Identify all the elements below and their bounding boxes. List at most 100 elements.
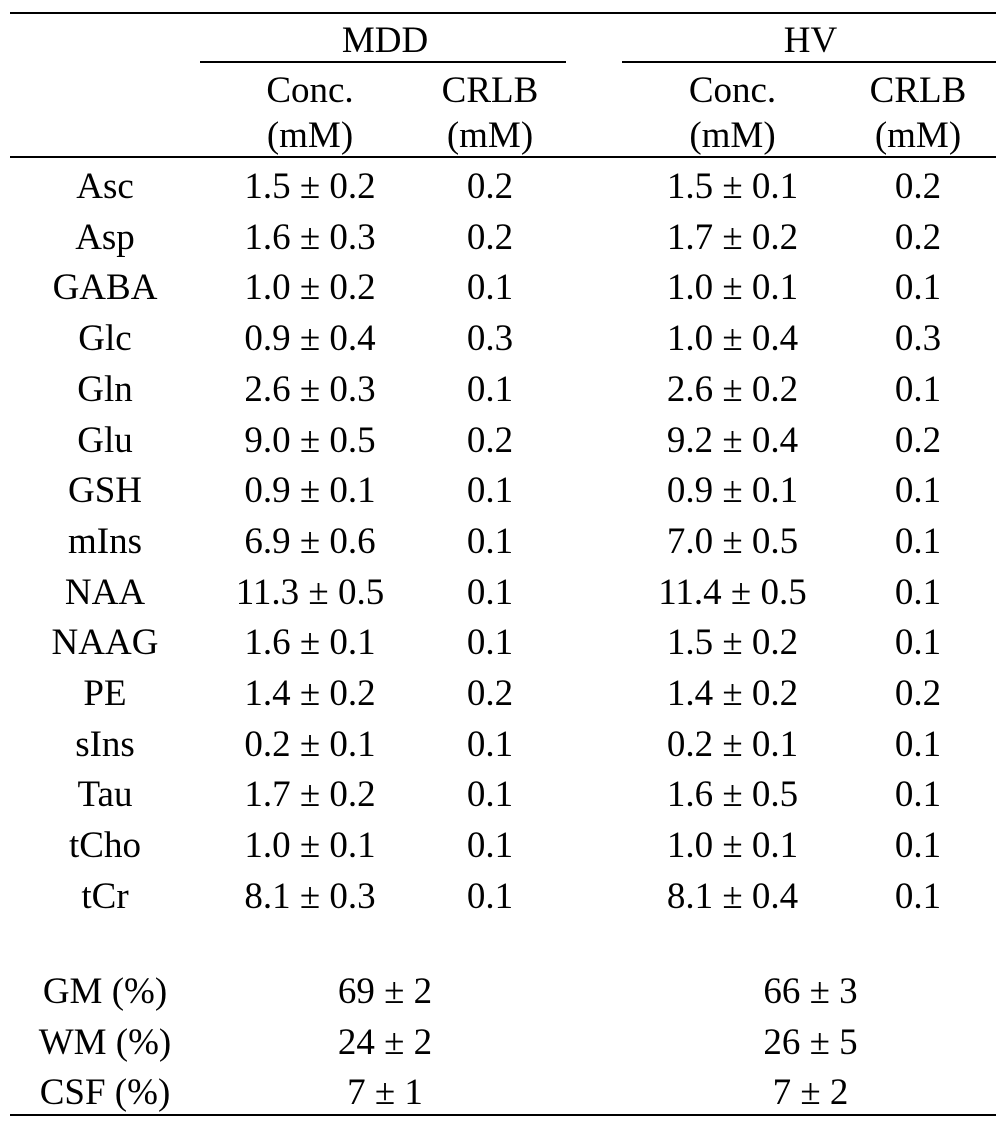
group-header-hv: HV — [783, 20, 838, 61]
mdd-concentration: 1.7 ± 0.2 — [244, 774, 376, 815]
mdd-concentration: 9.0 ± 0.5 — [244, 420, 376, 461]
hv-concentration: 0.9 ± 0.1 — [666, 470, 799, 511]
header-bottom-rule — [10, 156, 996, 158]
mdd-crlb: 0.1 — [466, 470, 514, 511]
mdd-crlb: 0.1 — [466, 876, 514, 917]
hv-crlb: 0.2 — [894, 673, 942, 714]
mdd-tissue-value: 7 ± 1 — [347, 1072, 423, 1113]
tissue-name: WM (%) — [38, 1022, 172, 1063]
metabolite-name: mIns — [68, 521, 142, 562]
mdd-concentration: 6.9 ± 0.6 — [244, 521, 376, 562]
col-unit-mdd-conc: (mM) — [266, 115, 354, 156]
hv-crlb: 0.1 — [894, 774, 942, 815]
hv-crlb: 0.1 — [894, 267, 942, 308]
metabolite-name: Asp — [75, 217, 135, 258]
col-header-mdd-conc: Conc. — [266, 70, 354, 111]
hv-crlb: 0.2 — [894, 217, 942, 258]
hv-concentration: 1.6 ± 0.5 — [666, 774, 799, 815]
tissue-name: GM (%) — [42, 971, 168, 1012]
hv-concentration: 0.2 ± 0.1 — [666, 724, 799, 765]
mdd-crlb: 0.2 — [466, 673, 514, 714]
mdd-crlb: 0.1 — [466, 369, 514, 410]
metabolite-name: GSH — [67, 470, 143, 511]
hv-crlb: 0.1 — [894, 470, 942, 511]
hv-concentration: 1.5 ± 0.2 — [666, 622, 799, 663]
metabolite-name: tCr — [81, 876, 129, 917]
mdd-concentration: 1.6 ± 0.1 — [244, 622, 376, 663]
mdd-concentration: 1.6 ± 0.3 — [244, 217, 376, 258]
metabolite-name: Gln — [77, 369, 133, 410]
mdd-concentration: 0.2 ± 0.1 — [244, 724, 376, 765]
mdd-concentration: 1.5 ± 0.2 — [244, 166, 376, 207]
hv-crlb: 0.3 — [894, 318, 942, 359]
col-unit-mdd-crlb: (mM) — [446, 115, 534, 156]
mdd-crlb: 0.2 — [466, 217, 514, 258]
hv-crlb: 0.2 — [894, 166, 942, 207]
mdd-tissue-value: 69 ± 2 — [337, 971, 433, 1012]
metabolite-name: Glu — [77, 420, 133, 461]
metabolite-name: Tau — [77, 774, 133, 815]
metabolite-name: Glc — [78, 318, 132, 359]
mdd-crlb: 0.2 — [466, 166, 514, 207]
metabolite-name: NAA — [64, 572, 146, 613]
hv-concentration: 1.7 ± 0.2 — [666, 217, 799, 258]
mdd-crlb: 0.1 — [466, 572, 514, 613]
mdd-concentration: 1.0 ± 0.2 — [244, 267, 376, 308]
table-top-rule — [10, 12, 996, 14]
col-unit-hv-conc: (mM) — [689, 115, 776, 156]
mdd-concentration: 11.3 ± 0.5 — [235, 572, 385, 613]
mdd-crlb: 0.1 — [466, 521, 514, 562]
mdd-concentration: 1.0 ± 0.1 — [244, 825, 376, 866]
hv-concentration: 8.1 ± 0.4 — [666, 876, 799, 917]
metabolite-name: PE — [83, 673, 127, 714]
mdd-crlb: 0.1 — [466, 267, 514, 308]
metabolite-name: GABA — [52, 267, 158, 308]
hv-crlb: 0.2 — [894, 420, 942, 461]
col-header-mdd-crlb: CRLB — [441, 70, 539, 111]
col-unit-hv-crlb: (mM) — [874, 115, 962, 156]
hv-concentration: 9.2 ± 0.4 — [666, 420, 799, 461]
hv-concentration: 1.0 ± 0.1 — [666, 825, 799, 866]
hv-crlb: 0.1 — [894, 825, 942, 866]
hv-crlb: 0.1 — [894, 369, 942, 410]
table-bottom-rule — [10, 1114, 996, 1116]
tissue-name: CSF (%) — [39, 1072, 171, 1113]
group-header-mdd: MDD — [341, 20, 429, 61]
hv-crlb: 0.1 — [894, 572, 942, 613]
mdd-concentration: 8.1 ± 0.3 — [244, 876, 376, 917]
hv-tissue-value: 26 ± 5 — [763, 1022, 858, 1063]
hv-tissue-value: 7 ± 2 — [772, 1072, 849, 1113]
mdd-concentration: 2.6 ± 0.3 — [244, 369, 376, 410]
mdd-crlb: 0.1 — [466, 774, 514, 815]
hv-concentration: 7.0 ± 0.5 — [666, 521, 799, 562]
mdd-concentration: 1.4 ± 0.2 — [244, 673, 376, 714]
hv-concentration: 1.5 ± 0.1 — [666, 166, 799, 207]
hv-crlb: 0.1 — [894, 724, 942, 765]
metabolite-name: NAAG — [51, 622, 159, 663]
hv-tissue-value: 66 ± 3 — [763, 971, 858, 1012]
group-rule-hv — [622, 61, 996, 63]
hv-concentration: 1.0 ± 0.1 — [666, 267, 799, 308]
mdd-crlb: 0.1 — [466, 724, 514, 765]
hv-crlb: 0.1 — [894, 876, 942, 917]
hv-crlb: 0.1 — [894, 622, 942, 663]
hv-concentration: 1.0 ± 0.4 — [666, 318, 799, 359]
mdd-tissue-value: 24 ± 2 — [337, 1022, 433, 1063]
metabolite-name: sIns — [75, 724, 135, 765]
col-header-hv-crlb: CRLB — [869, 70, 967, 111]
metabolite-name: tCho — [69, 825, 141, 866]
mdd-concentration: 0.9 ± 0.4 — [244, 318, 376, 359]
mdd-crlb: 0.2 — [466, 420, 514, 461]
metabolite-name: Asc — [76, 166, 134, 207]
mdd-crlb: 0.1 — [466, 622, 514, 663]
col-header-hv-conc: Conc. — [688, 70, 777, 111]
hv-concentration: 11.4 ± 0.5 — [658, 572, 807, 613]
hv-crlb: 0.1 — [894, 521, 942, 562]
mdd-crlb: 0.1 — [466, 825, 514, 866]
hv-concentration: 1.4 ± 0.2 — [666, 673, 799, 714]
group-rule-mdd — [200, 61, 566, 63]
mdd-concentration: 0.9 ± 0.1 — [244, 470, 376, 511]
hv-concentration: 2.6 ± 0.2 — [666, 369, 799, 410]
mdd-crlb: 0.3 — [466, 318, 514, 359]
